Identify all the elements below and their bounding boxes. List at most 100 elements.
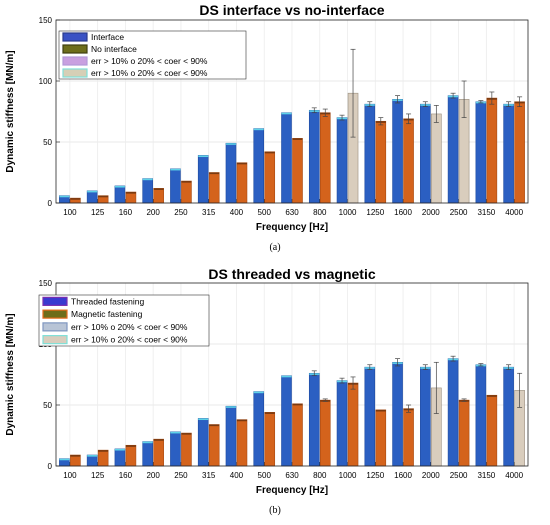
bar <box>208 424 220 467</box>
bar <box>170 168 181 204</box>
bar-cap <box>209 424 220 427</box>
bar-cap <box>281 112 292 115</box>
legend: Interface No interface err > 10% o 20% < c… <box>58 30 247 80</box>
bar-cap <box>114 185 125 188</box>
legend-label: Magnetic fastening <box>71 309 143 319</box>
x-tick-label: 630 <box>285 471 299 480</box>
y-tick-label: 0 <box>48 199 53 208</box>
bar <box>181 432 192 467</box>
bar-cap <box>87 190 98 193</box>
bar <box>208 172 220 204</box>
x-tick-label: 160 <box>119 208 133 217</box>
bar <box>392 99 403 204</box>
bar <box>308 109 320 204</box>
bar <box>181 180 192 204</box>
bar-cap <box>198 155 209 158</box>
bar-cap <box>153 188 164 190</box>
bar <box>514 101 525 204</box>
bar-cap <box>170 431 181 434</box>
bar-cap <box>98 450 109 452</box>
y-tick-label: 50 <box>43 401 52 410</box>
bar-cap <box>142 178 153 181</box>
x-tick-label: 1250 <box>366 208 384 217</box>
y-tick-label: 150 <box>39 279 53 288</box>
x-tick-label: 2500 <box>450 471 468 480</box>
bar-cap <box>236 419 247 422</box>
bar <box>503 103 514 204</box>
x-tick-label: 800 <box>313 208 327 217</box>
panel-label: (a) <box>269 242 280 253</box>
x-tick-label: 2500 <box>450 208 468 217</box>
bar-cap <box>225 143 236 145</box>
chart-panel-2: 0501001501001251602002503154005006308001… <box>5 266 529 516</box>
bar <box>392 361 403 467</box>
bar <box>336 117 348 204</box>
bar-cap <box>87 455 98 457</box>
x-tick-label: 315 <box>202 471 216 480</box>
bar-cap <box>114 448 125 451</box>
bar <box>431 113 442 204</box>
bar <box>86 454 98 467</box>
x-tick-label: 200 <box>146 208 160 217</box>
legend-label: err > 10% o 20% < coer < 90% <box>91 68 208 78</box>
bar <box>170 431 181 467</box>
bar <box>125 444 137 467</box>
bar <box>153 188 164 204</box>
chart-title: DS threaded vs magnetic <box>208 266 375 282</box>
x-tick-label: 400 <box>230 471 244 480</box>
chart-panel-1: 0 50 100 150 100 125 160 200 250 315 400 500 630 800 1… <box>5 2 529 253</box>
x-tick-label: 3150 <box>477 208 495 217</box>
bar <box>281 375 292 467</box>
bar <box>308 372 320 467</box>
x-tick-label: 400 <box>230 208 244 217</box>
x-tick-label: 1000 <box>339 471 357 480</box>
bar <box>486 394 498 467</box>
legend-swatch <box>62 32 88 42</box>
legend-label: err > 10% o 20% < coer < 90% <box>71 322 188 332</box>
bar <box>236 162 248 204</box>
bar <box>403 408 414 467</box>
bar <box>236 419 248 467</box>
x-tick-label: 4000 <box>505 471 523 480</box>
bar <box>86 190 98 204</box>
bar <box>486 97 498 204</box>
x-tick-label: 800 <box>313 471 327 480</box>
y-tick-label: 0 <box>48 462 53 471</box>
bar <box>403 118 414 204</box>
x-tick-label: 2000 <box>422 471 440 480</box>
bar-cap <box>98 195 109 198</box>
bar-cap <box>153 439 164 441</box>
x-tick-label: 160 <box>119 471 133 480</box>
bar <box>475 364 487 467</box>
x-axis-label: Frequency [Hz] <box>256 485 328 496</box>
bar-cap <box>198 418 209 421</box>
y-tick-label: 100 <box>39 77 53 86</box>
bar-cap <box>236 162 247 165</box>
bar <box>475 101 487 204</box>
chart-title: DS interface vs no-interface <box>199 2 384 18</box>
x-tick-label: 2000 <box>422 208 440 217</box>
bar <box>420 366 431 467</box>
bar <box>114 185 126 204</box>
bar-cap <box>375 409 386 412</box>
y-tick-label: 50 <box>43 138 52 147</box>
bar-cap <box>181 181 192 183</box>
bar-cap <box>70 198 81 200</box>
bar-cap <box>170 168 181 171</box>
bar-cap <box>142 441 153 444</box>
bar <box>253 128 265 204</box>
bar <box>347 382 359 467</box>
x-tick-label: 4000 <box>505 208 523 217</box>
panel-label: (b) <box>269 505 281 516</box>
x-tick-label: 125 <box>91 471 105 480</box>
bar <box>225 142 237 204</box>
bar <box>447 95 459 204</box>
legend-swatch <box>62 56 88 66</box>
bar <box>70 454 81 467</box>
legend-label: Threaded fastening <box>71 296 145 306</box>
bar <box>281 112 292 204</box>
legend-label: err > 10% o 20% < coer < 90% <box>71 335 188 345</box>
legend-label: No interface <box>91 44 137 54</box>
legend: Threaded fastening Magnetic fastening err … <box>38 294 210 347</box>
